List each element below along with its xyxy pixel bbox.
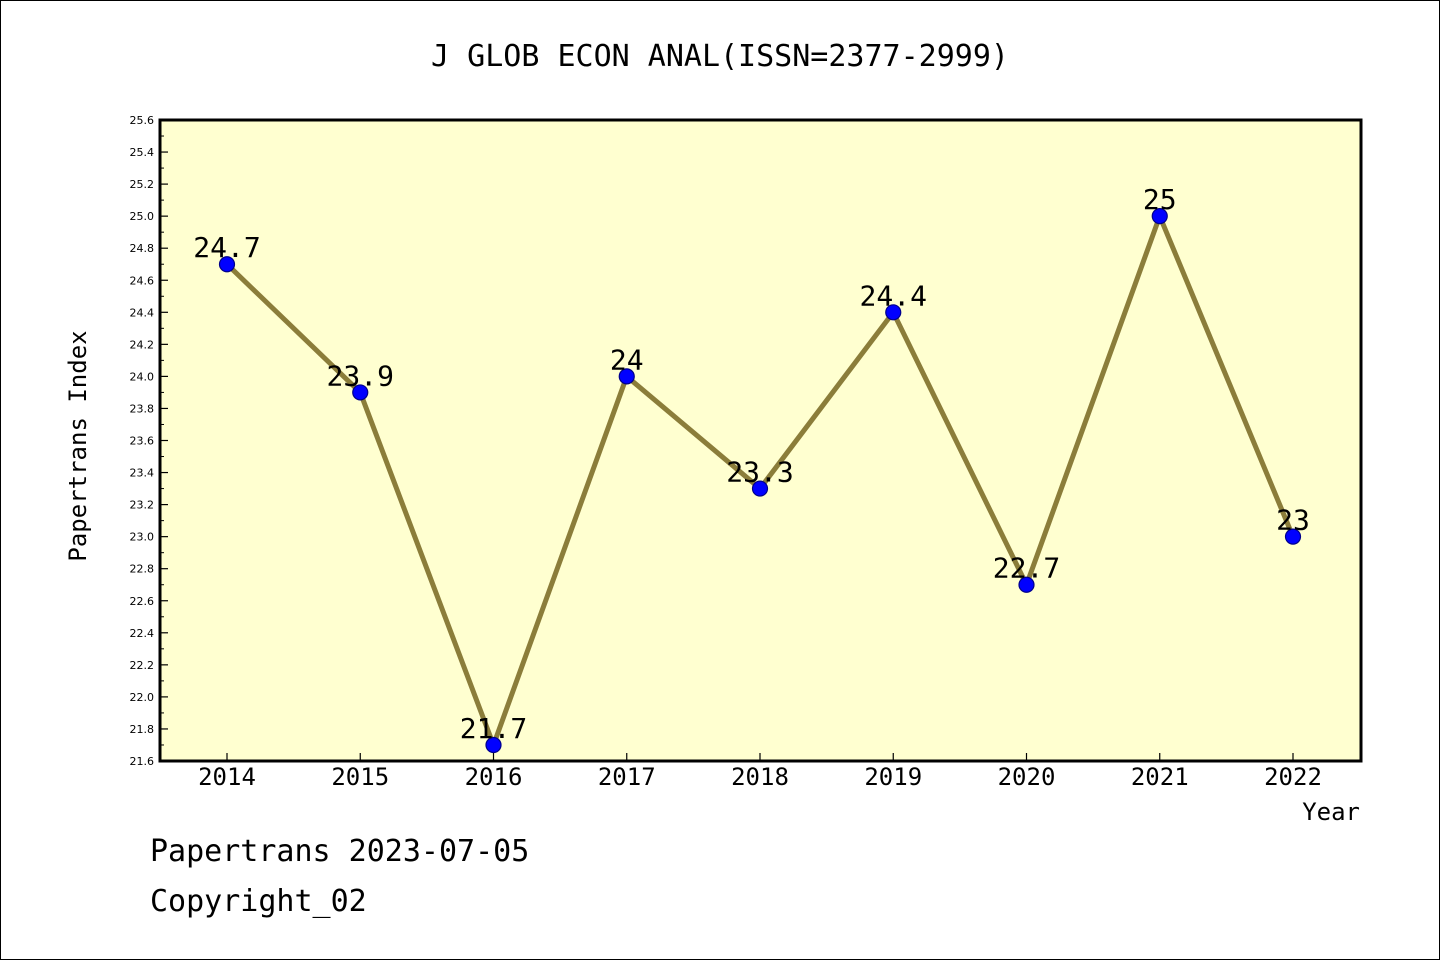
data-point	[352, 384, 369, 401]
y-tick-label: 25.2	[130, 178, 155, 191]
y-tick-label: 25.6	[130, 114, 155, 127]
data-point	[751, 480, 769, 497]
y-tick-label: 24.8	[130, 242, 155, 255]
x-axis-label: Year	[1302, 798, 1360, 826]
y-tick-label: 21.6	[130, 755, 155, 768]
footer-date: Papertrans 2023-07-05	[150, 834, 530, 869]
data-point	[1151, 208, 1168, 225]
data-label: 24	[610, 343, 644, 376]
y-tick-label: 22.8	[130, 563, 155, 576]
y-tick-label: 24.0	[130, 370, 155, 383]
y-tick-label: 23.0	[130, 531, 155, 544]
x-tick-label: 2016	[465, 763, 523, 791]
x-tick-label: 2022	[1264, 763, 1322, 791]
y-tick-label: 21.8	[130, 723, 155, 736]
y-tick-label: 25.4	[130, 146, 155, 159]
data-label: 25	[1143, 183, 1177, 216]
data-point	[618, 368, 635, 385]
y-tick-label: 22.6	[130, 595, 155, 608]
plot-area	[158, 118, 1363, 763]
y-tick-label: 24.6	[130, 274, 155, 287]
y-tick-label: 23.2	[130, 499, 155, 512]
footer-copyright: Copyright_02	[150, 884, 367, 919]
x-tick-label: 2017	[598, 763, 656, 791]
y-tick-label: 24.4	[130, 306, 155, 319]
y-tick-label: 23.4	[130, 467, 155, 480]
data-label: 21.7	[460, 712, 527, 745]
data-point	[885, 304, 902, 321]
y-tick-label: 22.4	[130, 627, 155, 640]
data-label: 23.9	[327, 359, 394, 392]
data-point	[218, 256, 236, 273]
y-axis-label: Papertrans Index	[64, 330, 92, 561]
x-tick-label: 2019	[864, 763, 922, 791]
x-tick-label: 2014	[198, 763, 256, 791]
data-point	[485, 736, 502, 754]
y-tick-label: 23.6	[130, 435, 155, 448]
data-label: 23.3	[726, 456, 793, 489]
y-tick-label: 23.8	[130, 402, 155, 415]
y-tick-label: 22.2	[130, 659, 155, 672]
data-point	[1018, 576, 1035, 593]
x-tick-label: 2021	[1131, 763, 1189, 791]
chart-title: J GLOB ECON ANAL(ISSN=2377-2999)	[431, 39, 1009, 74]
y-tick-label: 25.0	[130, 210, 155, 223]
x-tick-label: 2020	[998, 763, 1056, 791]
data-point	[1284, 528, 1302, 545]
data-label: 24.7	[193, 231, 260, 264]
data-label: 22.7	[993, 552, 1060, 585]
data-label: 23	[1276, 504, 1310, 537]
y-tick-label: 22.0	[130, 691, 155, 704]
y-tick-label: 24.2	[130, 338, 155, 351]
x-tick-label: 2015	[331, 763, 389, 791]
data-label: 24.4	[860, 279, 927, 312]
x-tick-label: 2018	[731, 763, 789, 791]
